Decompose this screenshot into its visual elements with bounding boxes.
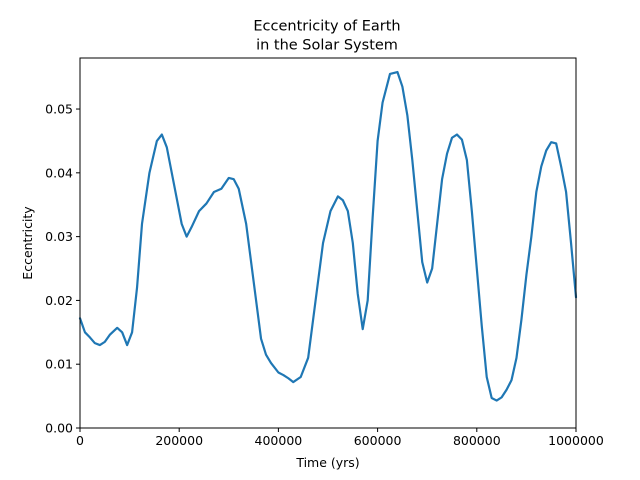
y-tick-label-5: 0.05	[45, 102, 73, 117]
plot-area: 0 200000 400000 600000 800000 1000000 0.00 0.01…	[45, 57, 604, 448]
x-tick-label-3: 600000	[354, 433, 402, 448]
axes-frame	[79, 57, 577, 429]
x-axis-label: Time (yrs)	[295, 455, 359, 470]
chart-title-line-1: Eccentricity of Earth	[253, 19, 400, 35]
y-axis-label: Eccentricity	[20, 206, 35, 280]
x-tick-label-4: 800000	[453, 433, 501, 448]
x-tick-label-1: 200000	[155, 433, 203, 448]
y-tick-label-4: 0.04	[45, 165, 73, 180]
x-tick-label-2: 400000	[255, 433, 303, 448]
x-tick-label-0: 0	[76, 433, 84, 448]
series-line-0	[78, 70, 578, 402]
y-tick-label-0: 0.00	[45, 421, 73, 436]
chart-title-line-2: in the Solar System	[256, 38, 398, 54]
y-tick-label-3: 0.03	[45, 229, 73, 244]
y-tick-label-2: 0.02	[45, 293, 73, 308]
x-tick-label-5: 1000000	[548, 433, 604, 448]
y-tick-label-1: 0.01	[45, 357, 73, 372]
